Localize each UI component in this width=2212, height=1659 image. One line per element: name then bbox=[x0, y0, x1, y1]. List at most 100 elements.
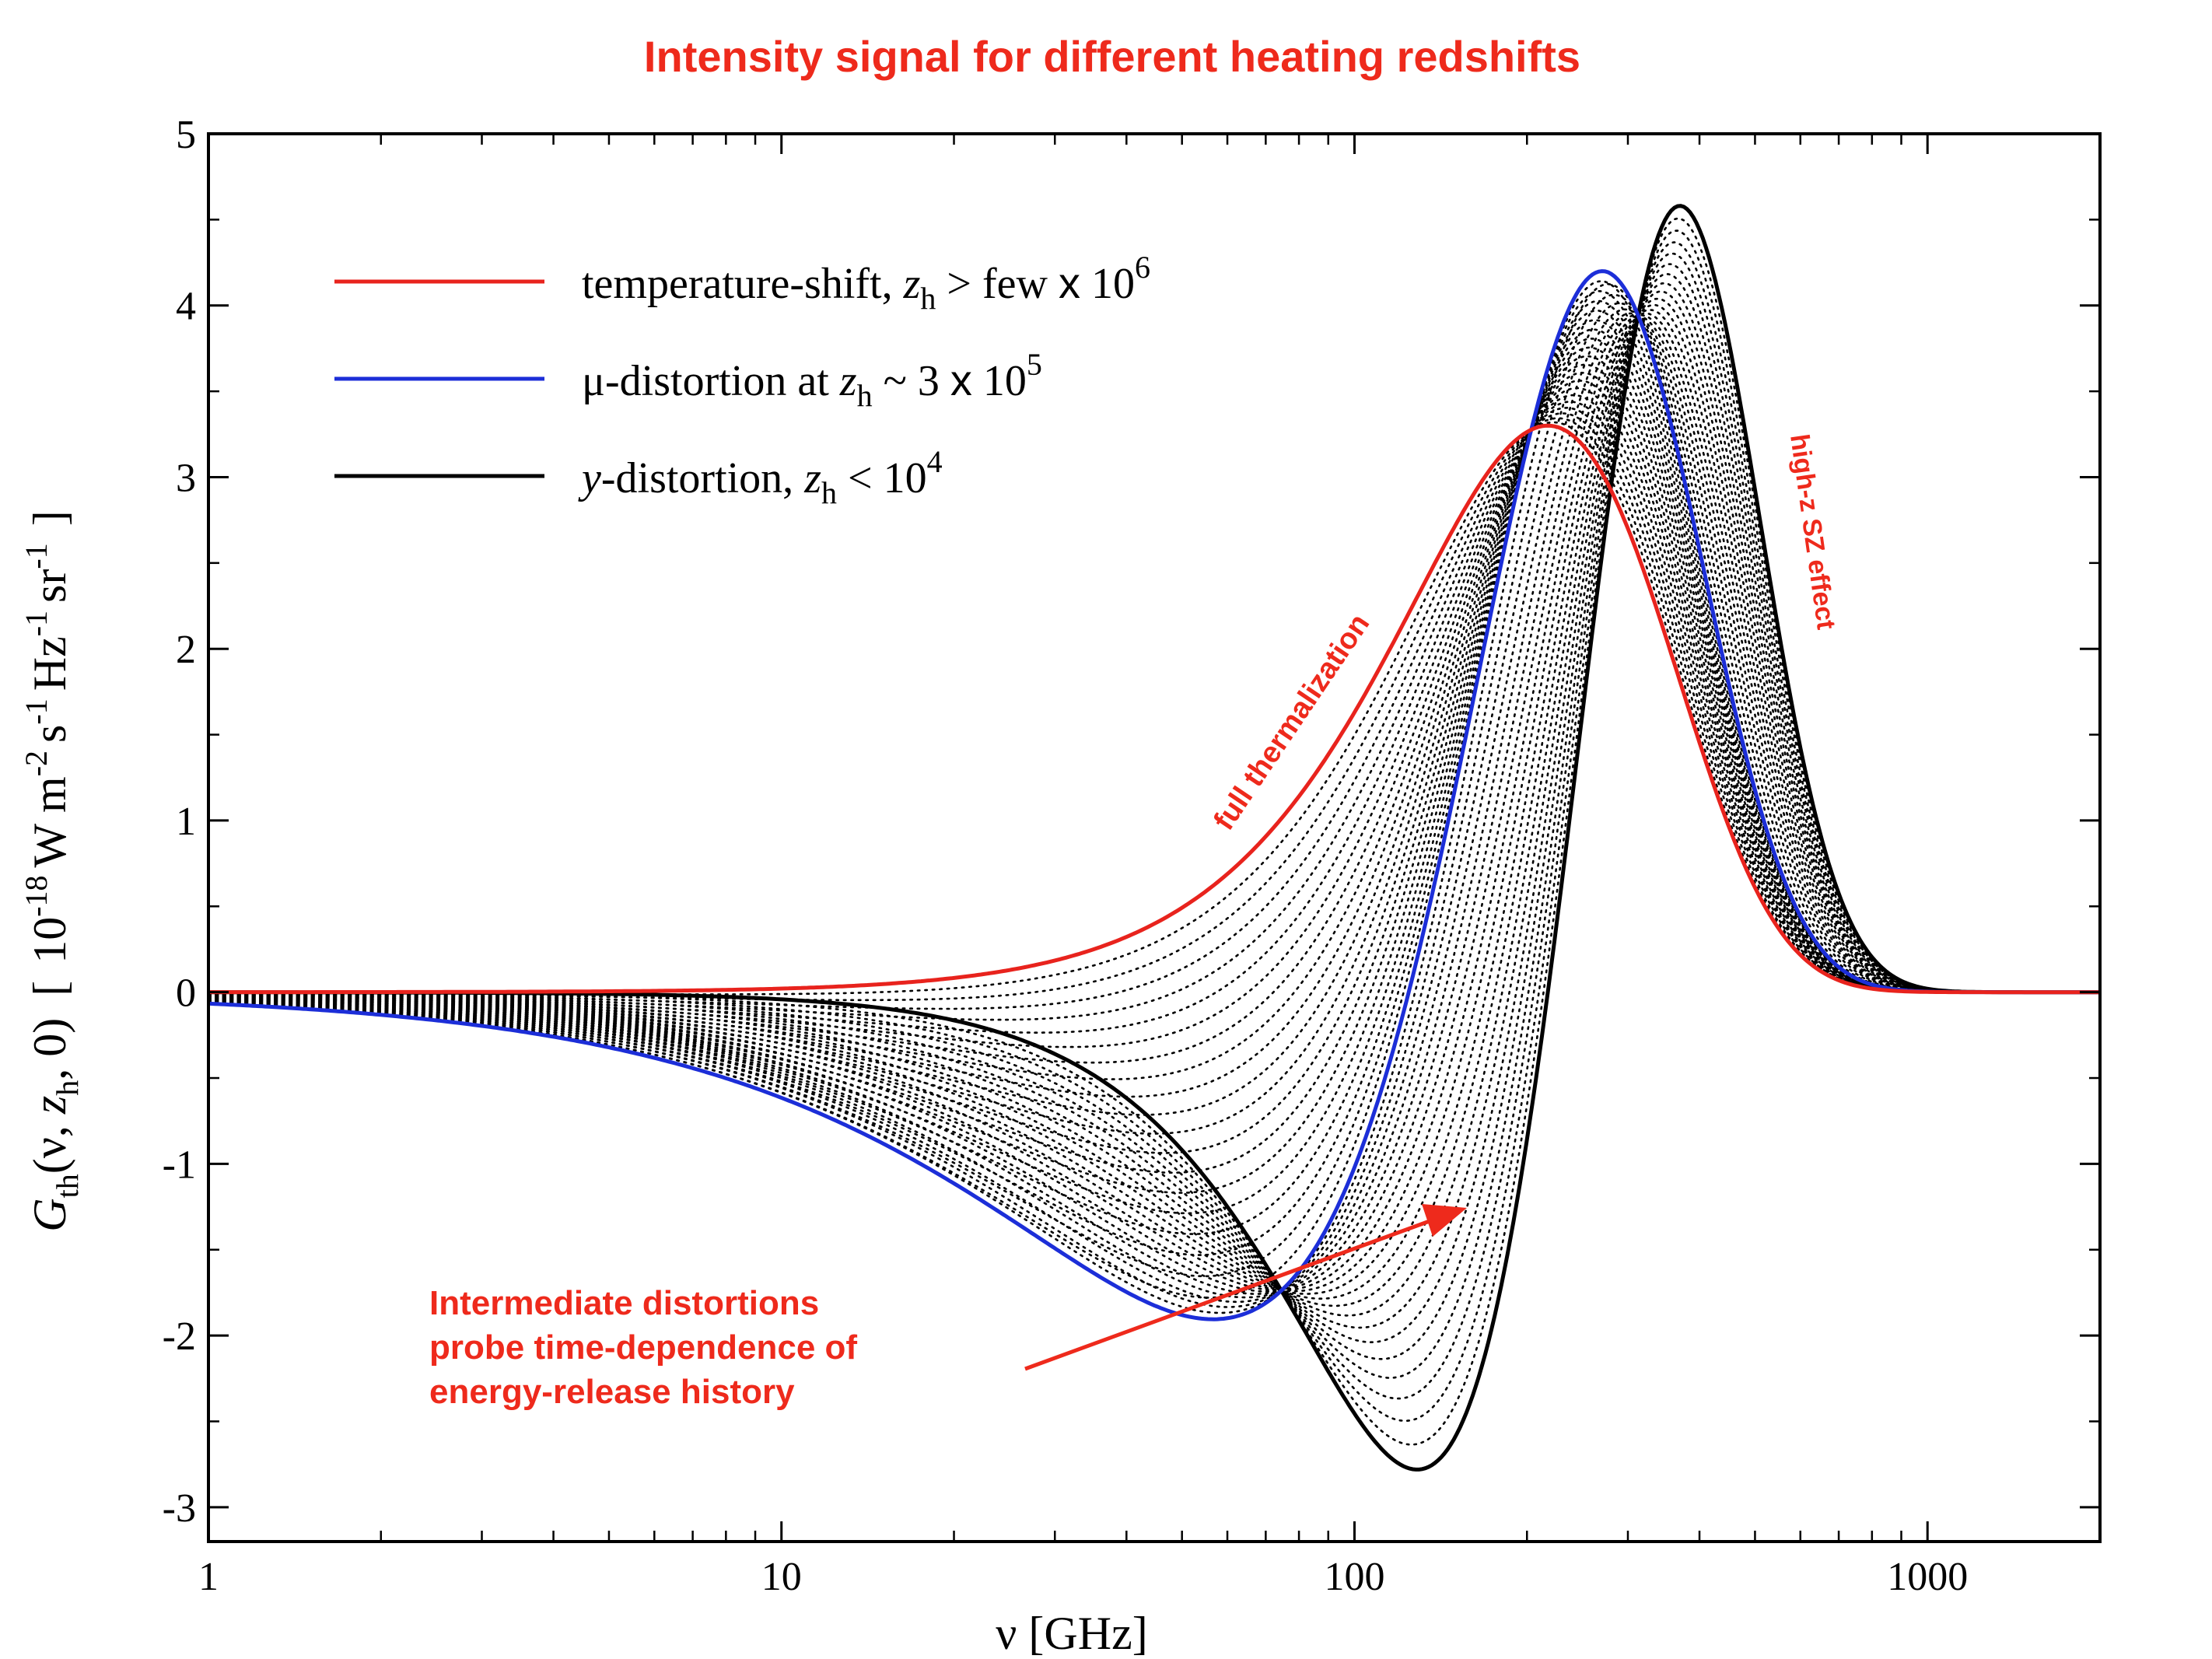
y-label-unit-exp: -18 bbox=[19, 875, 54, 916]
legend-y-sub: h bbox=[821, 475, 837, 510]
annotation-high-z-sz: high-z SZ effect bbox=[1784, 432, 1841, 632]
legend-mu-pre: μ-distortion at bbox=[582, 357, 840, 405]
annotation-intermediate-line-3: energy-release history bbox=[429, 1373, 795, 1411]
intermediate-curve-4 bbox=[207, 406, 2102, 1021]
y-label-z: z bbox=[24, 1096, 75, 1115]
legend-y-pre-italic: y bbox=[578, 454, 601, 502]
y-label-unit-base: 10 bbox=[24, 917, 75, 964]
y-label-bracket-open: [ bbox=[24, 981, 75, 996]
mu-distortion-line bbox=[208, 269, 2100, 1321]
legend-y-z: z bbox=[803, 454, 821, 502]
intermediate-curve-27 bbox=[207, 313, 2102, 1292]
ticks-layer: 1 10 100 1000 -3 -2 -1 0 1 2 3 4 5 bbox=[163, 113, 2102, 1599]
y-tick-label: -2 bbox=[163, 1314, 196, 1359]
intermediate-curve-17 bbox=[207, 299, 2102, 1256]
legend-temperature-z: z bbox=[903, 260, 921, 308]
legend-mu-base: 10 bbox=[972, 357, 1027, 405]
legend-mu-z: z bbox=[839, 357, 857, 405]
legend-temperature-post: > few bbox=[936, 260, 1059, 308]
y-label-unit-hz: Hz bbox=[24, 636, 75, 691]
y-axis-label: Gth(ν, zh, 0)[10-18W m-2s-1Hz-1sr-1] bbox=[19, 510, 85, 1231]
annotation-arrow-shaft bbox=[1024, 1219, 1430, 1371]
annotation-intermediate: Intermediate distortions probe time-depe… bbox=[429, 1204, 1467, 1411]
intermediate-curve-22 bbox=[207, 293, 2102, 1308]
x-tick-label: 10 bbox=[761, 1555, 802, 1599]
legend-mu-exp: 5 bbox=[1027, 347, 1042, 382]
annotation-arrow-head bbox=[1422, 1204, 1467, 1237]
y-tick-label: 1 bbox=[176, 800, 196, 844]
legend-temperature-exp: 6 bbox=[1135, 250, 1150, 285]
intermediate-curve-28 bbox=[207, 312, 2102, 1293]
legend-mu-sub: h bbox=[857, 378, 873, 413]
legend-temperature-sub: h bbox=[920, 281, 936, 316]
intermediate-curve-2 bbox=[207, 417, 2102, 1002]
intermediate-curve-19 bbox=[207, 280, 2102, 1299]
intermediate-curve-10 bbox=[207, 363, 2102, 1116]
y-tick-label: 2 bbox=[176, 628, 196, 672]
intermediate-curve-9 bbox=[207, 371, 2102, 1098]
x-tick-label: 1 bbox=[198, 1555, 219, 1599]
x-tick-label: 1000 bbox=[1887, 1555, 1968, 1599]
x-axis-label: ν [GHz] bbox=[996, 1608, 1147, 1659]
legend-y-pre: -distortion, bbox=[601, 454, 804, 502]
legend-temperature-pre: temperature-shift, bbox=[582, 260, 904, 308]
legend-temperature-times: x bbox=[1059, 258, 1080, 307]
intermediate-curve-24 bbox=[207, 308, 2102, 1299]
intermediate-curve-13 bbox=[207, 338, 2102, 1174]
intermediate-curve-37 bbox=[207, 241, 2102, 1400]
legend-label-y: y-distortion, zh < 104 bbox=[578, 444, 943, 510]
y-label-args-post: , 0) bbox=[24, 1018, 75, 1080]
legend-y-post: < 10 bbox=[837, 454, 927, 502]
y-label-z-sub: h bbox=[50, 1080, 85, 1096]
annotation-intermediate-line-2: probe time-dependence of bbox=[429, 1328, 857, 1367]
intermediate-curve-36 bbox=[207, 252, 2102, 1379]
legend-label-temperature: temperature-shift, zh > few x 106 bbox=[582, 250, 1150, 316]
y-tick-label: -1 bbox=[163, 1143, 196, 1187]
y-label-symbol-sub: th bbox=[50, 1174, 85, 1198]
intermediate-curve-39 bbox=[207, 217, 2102, 1446]
y-label-unit-sr: sr bbox=[24, 569, 75, 603]
intermediate-curve-18 bbox=[207, 289, 2102, 1278]
intermediate-curve-3 bbox=[207, 412, 2102, 1010]
legend: temperature-shift, zh > few x 106 μ-dist… bbox=[334, 250, 1150, 510]
intermediate-curve-31 bbox=[207, 297, 2102, 1307]
y-tick-label: 3 bbox=[176, 456, 196, 500]
intermediate-curve-32 bbox=[207, 290, 2102, 1317]
legend-y-exp: 4 bbox=[927, 444, 943, 479]
y-distortion-line bbox=[208, 204, 2100, 1472]
intermediate-curve-12 bbox=[207, 346, 2102, 1154]
x-tick-label: 100 bbox=[1324, 1555, 1384, 1599]
y-label-unit-sr-exp: -1 bbox=[19, 543, 54, 569]
intermediate-curve-40 bbox=[207, 205, 2102, 1471]
chart-title: Intensity signal for different heating r… bbox=[644, 32, 1580, 81]
legend-mu-times: x bbox=[950, 355, 972, 404]
plot-frame bbox=[207, 132, 2102, 1543]
series-layer bbox=[207, 204, 2102, 1472]
legend-label-mu: μ-distortion at zh ~ 3 x 105 bbox=[582, 347, 1042, 413]
y-tick-label: 0 bbox=[176, 971, 196, 1016]
intermediate-curve-16 bbox=[207, 310, 2102, 1235]
intermediate-curve-11 bbox=[207, 355, 2102, 1135]
y-label-args-pre: (ν, bbox=[24, 1114, 75, 1174]
y-label-unit-s-exp: -1 bbox=[19, 698, 54, 724]
y-tick-label: -3 bbox=[163, 1486, 196, 1531]
intermediate-curve-33 bbox=[207, 282, 2102, 1329]
intermediate-curve-14 bbox=[207, 328, 2102, 1194]
intermediate-curve-21 bbox=[207, 282, 2102, 1314]
intermediate-curve-38 bbox=[207, 229, 2102, 1423]
temperature-shift-line bbox=[208, 423, 2100, 995]
y-tick-label: 4 bbox=[176, 285, 196, 329]
intermediate-curve-6 bbox=[207, 394, 2102, 1048]
y-label-symbol: G bbox=[24, 1198, 75, 1231]
y-label-unit-w-exp: -2 bbox=[19, 751, 54, 776]
y-label-unit-s: s bbox=[24, 725, 75, 743]
intermediate-curve-34 bbox=[207, 273, 2102, 1343]
legend-mu-post: ~ 3 bbox=[873, 357, 950, 405]
legend-temperature-base: 10 bbox=[1080, 260, 1135, 308]
intermediate-curve-20 bbox=[207, 270, 2102, 1321]
y-label-unit-w: W m bbox=[24, 776, 75, 867]
intermediate-curve-15 bbox=[207, 319, 2102, 1215]
intermediate-curve-25 bbox=[207, 312, 2102, 1295]
y-label-unit-hz-exp: -1 bbox=[19, 611, 54, 636]
